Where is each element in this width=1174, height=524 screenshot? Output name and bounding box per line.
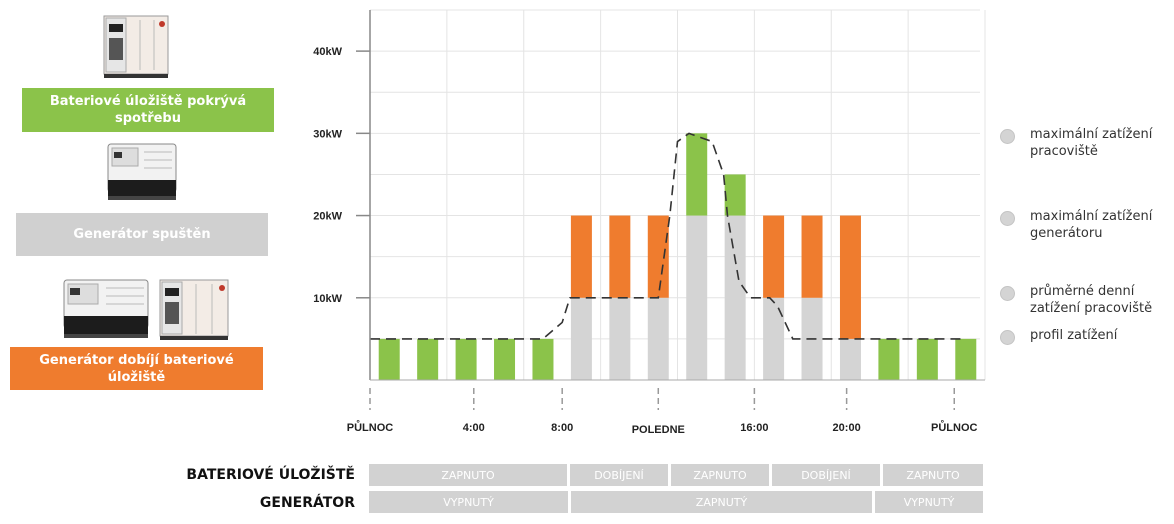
x-tick-label: 4:00 xyxy=(463,422,485,434)
legend-label: maximální zatížení generátoru xyxy=(1030,209,1153,241)
battery-segment: DOBÍJENÍ xyxy=(570,464,668,486)
legend-item-avg-daily-load: průměrné denní zatížení pracoviště xyxy=(1000,283,1174,317)
bar-green xyxy=(494,338,516,380)
chart-grid xyxy=(369,9,986,380)
generator-charges-battery-label: Generátor dobíjí bateriové úložiště xyxy=(39,352,234,385)
generator-running-box: Generátor spuštěn xyxy=(16,213,268,256)
bar-green xyxy=(532,338,554,380)
generator-segment: VYPNUTÝ xyxy=(875,491,983,513)
generator-segment: ZAPNUTÝ xyxy=(571,491,872,513)
x-tick-label: POLEDNE xyxy=(632,424,685,436)
battery-covers-consumption-label: Bateriové úložiště pokrývá spotřebu xyxy=(49,94,247,126)
legend-item-load-profile: profil zatížení xyxy=(1000,327,1174,345)
generator-segment: VYPNUTÝ xyxy=(369,491,568,513)
generator-image xyxy=(107,143,177,200)
generator-running-label: Generátor spuštěn xyxy=(73,227,211,242)
chart-axes: 10kW 20kW 30kW 40kW PŮLNOC 4:00 8:00 POLEDNE 16:… xyxy=(313,10,985,436)
battery-covers-consumption-box: Bateriové úložiště pokrývá spotřebu xyxy=(22,88,274,132)
bar-grey xyxy=(609,297,631,380)
bar-grey xyxy=(686,215,708,380)
generator-charges-battery-box: Generátor dobíjí bateriové úložiště xyxy=(10,347,263,390)
bar-grey xyxy=(839,338,861,380)
y-tick-label: 30kW xyxy=(313,128,342,140)
bar-orange xyxy=(839,215,861,339)
legend-label: profil zatížení xyxy=(1030,328,1118,343)
bar-grey xyxy=(647,297,669,380)
generator-row-label: GENERÁTOR xyxy=(259,495,355,511)
legend-item-max-site-load: maximální zatížení pracoviště xyxy=(1000,126,1174,160)
legend-item-max-generator-load: maximální zatížení generátoru xyxy=(1000,208,1174,242)
bar-green xyxy=(955,338,977,380)
battery-segment: ZAPNUTO xyxy=(883,464,983,486)
bar-green xyxy=(916,338,938,380)
x-tick-label: 16:00 xyxy=(740,422,768,434)
x-tick-label: 8:00 xyxy=(551,422,573,434)
bar-orange xyxy=(647,215,669,298)
legend-dot-icon xyxy=(1000,211,1015,226)
battery-storage-image-2 xyxy=(159,279,229,340)
bar-grey xyxy=(570,297,592,380)
load-profile-path xyxy=(370,132,966,340)
left-panel: Bateriové úložiště pokrývá spotřebu Gene… xyxy=(0,0,290,524)
load-profile-line xyxy=(370,132,966,340)
legend-dot-icon xyxy=(1000,330,1015,345)
bar-green xyxy=(878,338,900,380)
legend-dot-icon xyxy=(1000,286,1015,301)
battery-segment: ZAPNUTO xyxy=(671,464,769,486)
x-tick-label: PŮLNOC xyxy=(931,420,978,434)
generator-image-2 xyxy=(63,279,149,338)
battery-storage-image xyxy=(103,15,169,78)
chart-bars xyxy=(378,133,977,380)
bar-green xyxy=(378,338,400,380)
y-tick-label: 20kW xyxy=(313,211,342,223)
bar-green xyxy=(455,338,477,380)
bar-orange xyxy=(763,215,785,298)
bar-grey xyxy=(724,215,746,380)
battery-segment: DOBÍJENÍ xyxy=(772,464,880,486)
x-tick-label: 20:00 xyxy=(833,422,861,434)
battery-row-label: BATERIOVÉ ÚLOŽIŠTĚ xyxy=(186,467,355,483)
bar-grey xyxy=(763,297,785,380)
bar-green xyxy=(724,174,746,216)
bar-green xyxy=(417,338,439,380)
legend-dot-icon xyxy=(1000,129,1015,144)
bar-orange xyxy=(570,215,592,298)
x-tick-label: PŮLNOC xyxy=(347,420,394,434)
bar-orange xyxy=(801,215,823,298)
battery-segment: ZAPNUTO xyxy=(369,464,567,486)
y-tick-label: 10kW xyxy=(313,293,342,305)
y-tick-label: 40kW xyxy=(313,46,342,58)
bar-orange xyxy=(609,215,631,298)
legend-label: maximální zatížení pracoviště xyxy=(1030,127,1153,159)
bar-green xyxy=(686,133,708,216)
legend-label: průměrné denní zatížení pracoviště xyxy=(1030,284,1153,316)
